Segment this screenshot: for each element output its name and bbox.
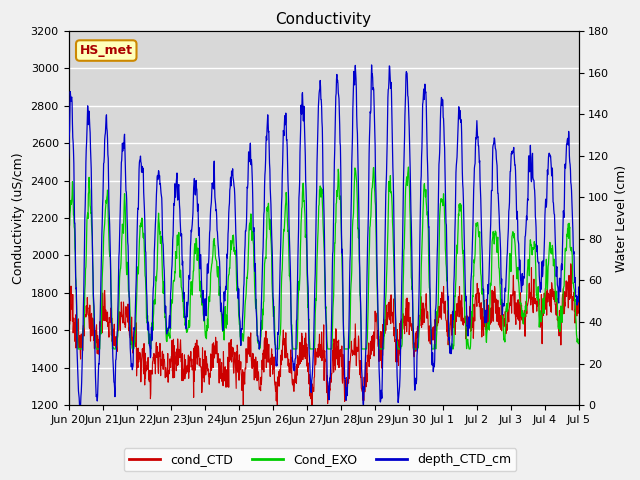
Cond_EXO — [403, 177, 410, 183]
Cond_EXO — [575, 341, 582, 347]
Line: cond_CTD: cond_CTD — [68, 264, 579, 405]
Cond_EXO — [178, 288, 186, 293]
Cond_EXO — [65, 240, 72, 246]
cond_CTD — [567, 261, 575, 267]
depth_CTD_cm — [403, 70, 411, 76]
cond_CTD — [239, 402, 247, 408]
Y-axis label: Water Level (cm): Water Level (cm) — [615, 165, 628, 272]
cond_CTD — [178, 378, 186, 384]
depth_CTD_cm — [65, 156, 72, 161]
cond_CTD — [235, 377, 243, 383]
Cond_EXO — [445, 346, 453, 352]
depth_CTD_cm — [515, 241, 522, 247]
cond_CTD — [470, 336, 477, 341]
cond_CTD — [575, 286, 582, 291]
cond_CTD — [403, 329, 410, 335]
depth_CTD_cm — [575, 284, 582, 290]
Y-axis label: Conductivity (uS/cm): Conductivity (uS/cm) — [12, 152, 25, 284]
Cond_EXO — [404, 164, 412, 170]
depth_CTD_cm — [235, 298, 243, 303]
Line: depth_CTD_cm: depth_CTD_cm — [68, 65, 579, 405]
Legend: cond_CTD, Cond_EXO, depth_CTD_cm: cond_CTD, Cond_EXO, depth_CTD_cm — [124, 448, 516, 471]
depth_CTD_cm — [178, 251, 186, 256]
Cond_EXO — [515, 279, 522, 285]
Cond_EXO — [235, 315, 243, 321]
depth_CTD_cm — [368, 62, 376, 68]
Cond_EXO — [470, 274, 477, 279]
cond_CTD — [65, 321, 72, 327]
depth_CTD_cm — [470, 187, 477, 192]
cond_CTD — [166, 368, 173, 373]
Text: HS_met: HS_met — [80, 44, 132, 57]
Cond_EXO — [166, 332, 173, 338]
cond_CTD — [515, 297, 522, 303]
Line: Cond_EXO: Cond_EXO — [68, 167, 579, 349]
depth_CTD_cm — [360, 402, 367, 408]
Title: Conductivity: Conductivity — [276, 12, 372, 27]
depth_CTD_cm — [166, 313, 173, 319]
